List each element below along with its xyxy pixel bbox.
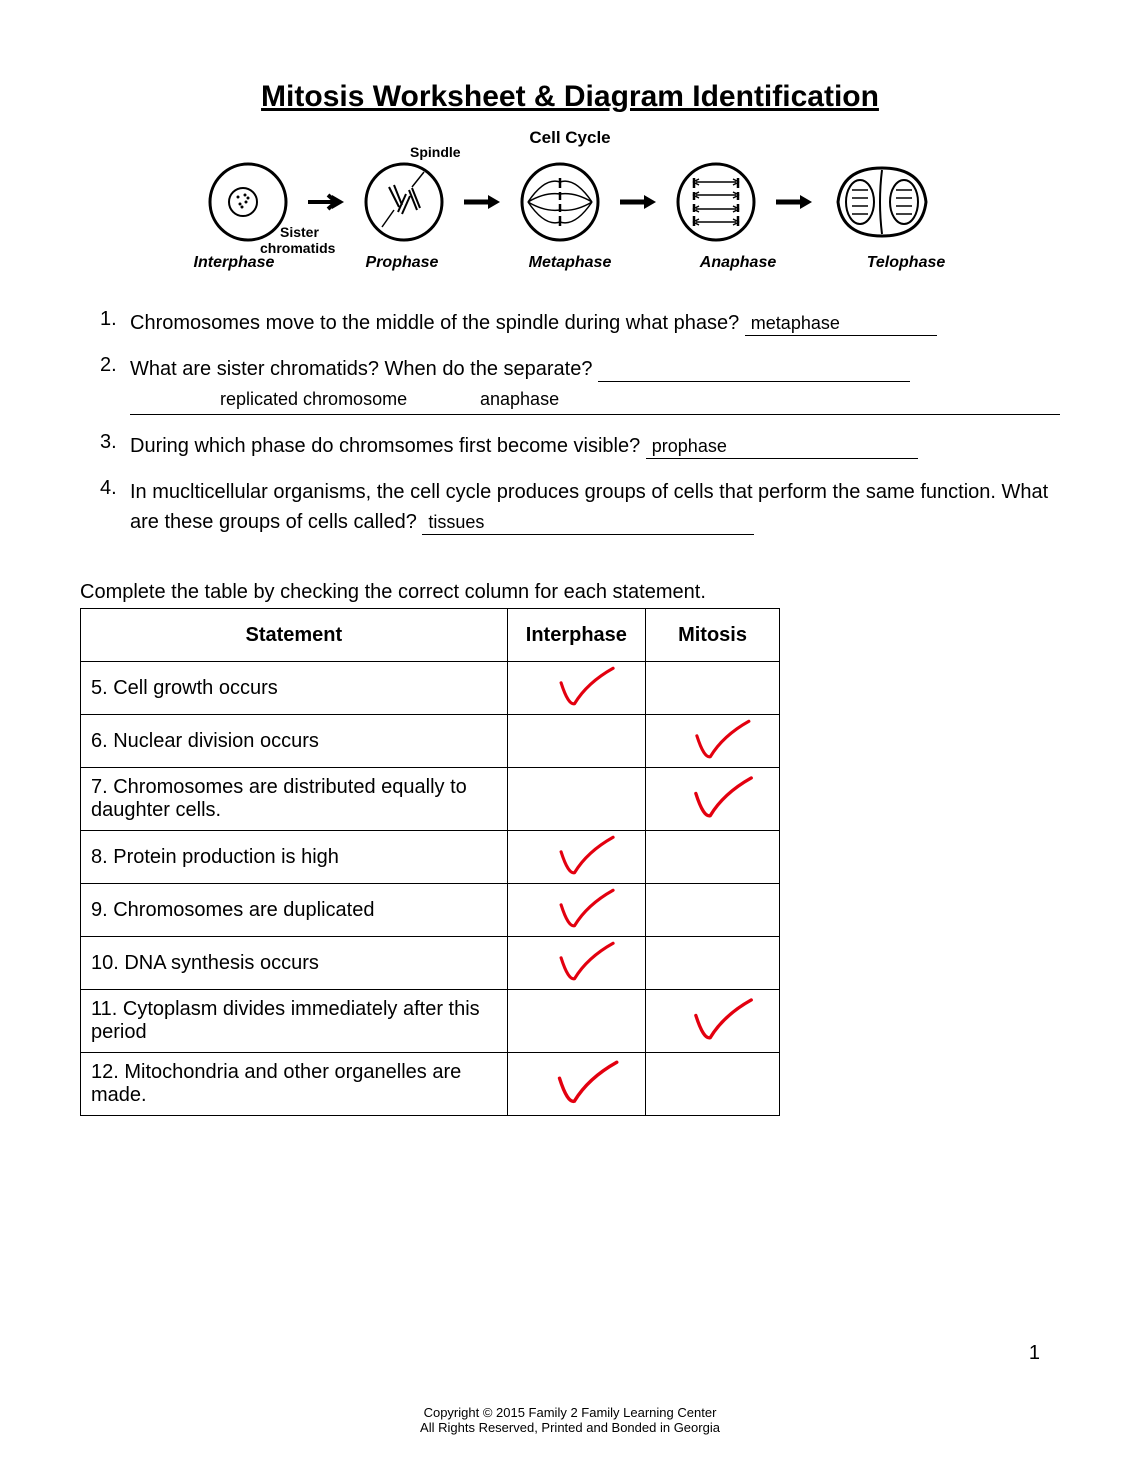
- table-row: 10. DNA synthesis occurs: [81, 937, 780, 990]
- answer-text: anaphase: [480, 386, 559, 413]
- footer: Copyright © 2015 Family 2 Family Learnin…: [0, 1405, 1140, 1435]
- question-item: 3.During which phase do chromsomes first…: [100, 431, 1060, 461]
- question-text: Chromosomes move to the middle of the sp…: [130, 312, 745, 334]
- anaphase-cell-icon: [666, 152, 766, 252]
- mitosis-cell[interactable]: [646, 768, 780, 831]
- phase-label: Telophase: [822, 254, 990, 272]
- mitosis-cell[interactable]: [646, 990, 780, 1053]
- footer-line: Copyright © 2015 Family 2 Family Learnin…: [0, 1405, 1140, 1420]
- question-body: In muclticellular organisms, the cell cy…: [130, 477, 1060, 537]
- table-row: 12. Mitochondria and other organelles ar…: [81, 1053, 780, 1116]
- question-text: What are sister chromatids? When do the …: [130, 358, 598, 380]
- mitosis-cell[interactable]: [646, 1053, 780, 1116]
- page-number: 1: [1029, 1342, 1040, 1365]
- check-mark-icon: [508, 1053, 645, 1115]
- table-row: 7. Chromosomes are distributed equally t…: [81, 768, 780, 831]
- arrow-icon: [462, 187, 502, 217]
- check-mark-icon: [508, 884, 645, 936]
- table-row: 6. Nuclear division occurs: [81, 715, 780, 768]
- statement-cell: 5. Cell growth occurs: [81, 662, 508, 715]
- answer-blank[interactable]: metaphase: [745, 314, 937, 336]
- questions-list: 1.Chromosomes move to the middle of the …: [80, 308, 1060, 537]
- table-instruction: Complete the table by checking the corre…: [80, 581, 1060, 604]
- interphase-cell[interactable]: [507, 662, 645, 715]
- chromatids-label: chromatids: [260, 240, 335, 256]
- phase-label: Prophase: [318, 254, 486, 272]
- metaphase-cell-icon: [510, 152, 610, 252]
- interphase-cell[interactable]: [507, 831, 645, 884]
- worksheet-page: Mitosis Worksheet & Diagram Identificati…: [0, 0, 1140, 1475]
- phase-label: Metaphase: [486, 254, 654, 272]
- interphase-cell[interactable]: [507, 990, 645, 1053]
- table-header-mitosis: Mitosis: [646, 609, 780, 662]
- phase-label: Interphase: [150, 254, 318, 272]
- question-text: During which phase do chromsomes first b…: [130, 435, 646, 457]
- interphase-cell[interactable]: [507, 768, 645, 831]
- mitosis-cell[interactable]: [646, 831, 780, 884]
- table-row: 9. Chromosomes are duplicated: [81, 884, 780, 937]
- answer-blank[interactable]: tissues: [422, 513, 754, 535]
- question-number: 3.: [100, 431, 130, 461]
- phase-labels-row: Interphase Prophase Metaphase Anaphase T…: [150, 254, 990, 272]
- statement-cell: 8. Protein production is high: [81, 831, 508, 884]
- check-mark-icon: [646, 768, 779, 830]
- arrow-icon: [306, 187, 346, 217]
- table-header-statement: Statement: [81, 609, 508, 662]
- question-item: 2.What are sister chromatids? When do th…: [100, 354, 1060, 415]
- sister-label: Sister: [280, 224, 319, 240]
- question-item: 4.In muclticellular organisms, the cell …: [100, 477, 1060, 537]
- phase-label: Anaphase: [654, 254, 822, 272]
- diagram-heading: Cell Cycle: [80, 128, 1060, 148]
- question-body: What are sister chromatids? When do the …: [130, 354, 1060, 415]
- arrow-icon: [618, 187, 658, 217]
- check-mark-icon: [646, 715, 779, 767]
- spindle-label: Spindle: [410, 144, 461, 160]
- statement-table: Statement Interphase Mitosis 5. Cell gro…: [80, 608, 780, 1116]
- telophase-cell-icon: [822, 152, 942, 252]
- check-mark-icon: [508, 937, 645, 989]
- statement-cell: 7. Chromosomes are distributed equally t…: [81, 768, 508, 831]
- mitosis-cell[interactable]: [646, 937, 780, 990]
- question-body: During which phase do chromsomes first b…: [130, 431, 1060, 461]
- check-mark-icon: [508, 662, 645, 714]
- mitosis-cell[interactable]: [646, 662, 780, 715]
- interphase-cell[interactable]: [507, 715, 645, 768]
- question-number: 1.: [100, 308, 130, 338]
- answer-continuation-line[interactable]: replicated chromosomeanaphase: [130, 390, 1060, 415]
- footer-line: All Rights Reserved, Printed and Bonded …: [0, 1420, 1140, 1435]
- arrow-icon: [774, 187, 814, 217]
- answer-blank[interactable]: [598, 360, 910, 382]
- question-number: 4.: [100, 477, 130, 537]
- table-header-interphase: Interphase: [507, 609, 645, 662]
- statement-cell: 11. Cytoplasm divides immediately after …: [81, 990, 508, 1053]
- page-title: Mitosis Worksheet & Diagram Identificati…: [80, 80, 1060, 114]
- table-row: 5. Cell growth occurs: [81, 662, 780, 715]
- question-item: 1.Chromosomes move to the middle of the …: [100, 308, 1060, 338]
- interphase-cell[interactable]: [507, 1053, 645, 1116]
- table-row: 8. Protein production is high: [81, 831, 780, 884]
- check-mark-icon: [646, 990, 779, 1052]
- check-mark-icon: [508, 831, 645, 883]
- question-number: 2.: [100, 354, 130, 415]
- statement-cell: 6. Nuclear division occurs: [81, 715, 508, 768]
- interphase-cell[interactable]: [507, 937, 645, 990]
- answer-blank[interactable]: prophase: [646, 437, 918, 459]
- answer-text: replicated chromosome: [220, 386, 407, 413]
- prophase-cell-icon: [354, 152, 454, 252]
- statement-cell: 12. Mitochondria and other organelles ar…: [81, 1053, 508, 1116]
- table-row: 11. Cytoplasm divides immediately after …: [81, 990, 780, 1053]
- question-body: Chromosomes move to the middle of the sp…: [130, 308, 1060, 338]
- statement-cell: 10. DNA synthesis occurs: [81, 937, 508, 990]
- mitosis-cell[interactable]: [646, 884, 780, 937]
- statement-cell: 9. Chromosomes are duplicated: [81, 884, 508, 937]
- interphase-cell[interactable]: [507, 884, 645, 937]
- mitosis-cell[interactable]: [646, 715, 780, 768]
